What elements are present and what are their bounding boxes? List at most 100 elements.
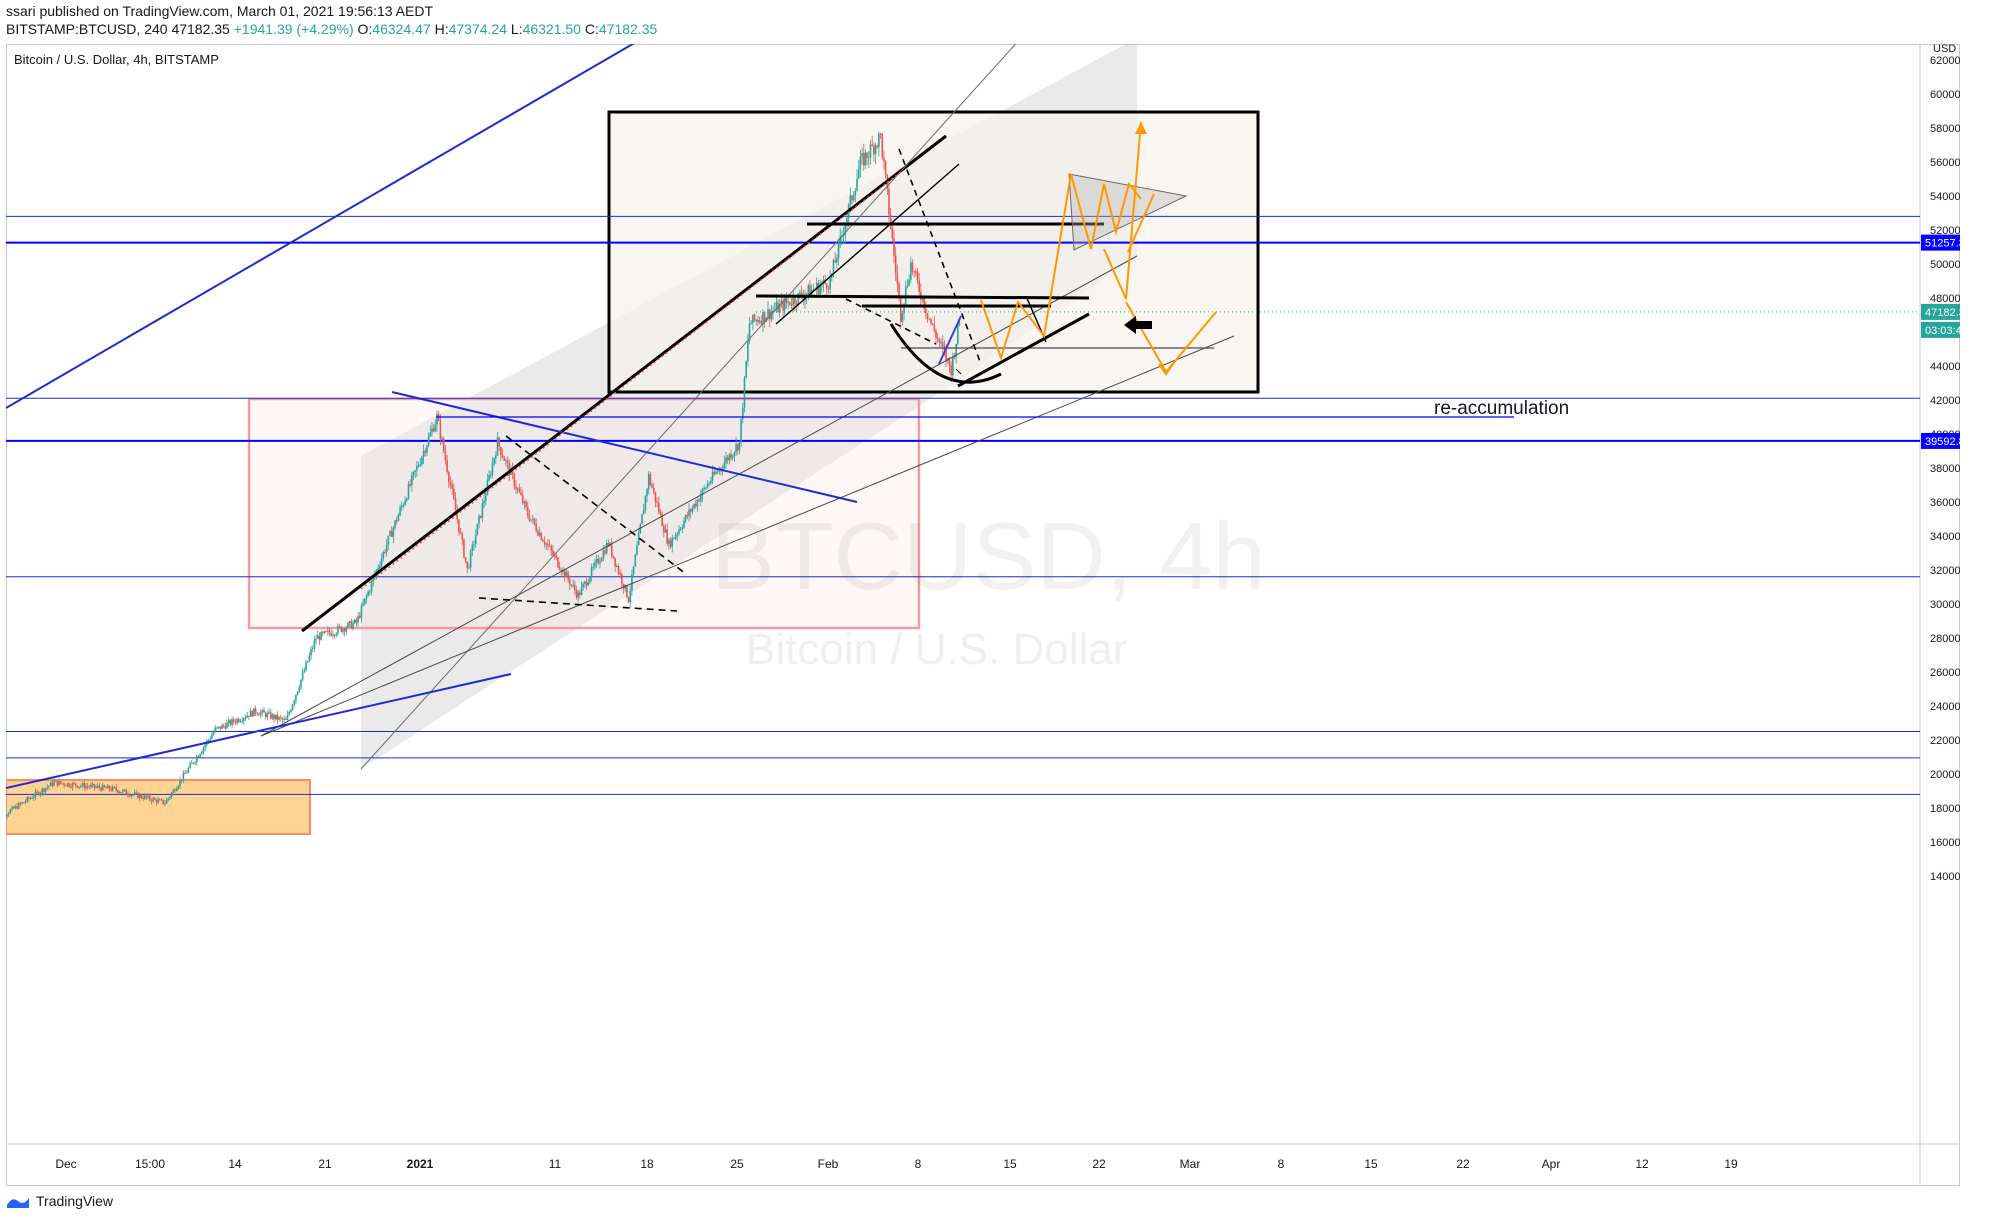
candle-body [148, 795, 151, 800]
candle-body [327, 630, 329, 632]
candle-body [616, 565, 618, 567]
candle-body [224, 725, 227, 729]
candle-body [170, 792, 173, 797]
candle-body [748, 323, 751, 341]
candle-body [515, 486, 517, 489]
candle-body [674, 535, 677, 539]
candle-body [280, 717, 282, 719]
candle-body [31, 797, 33, 799]
chart-panel[interactable]: 14000.00 16000.00 18000.00 20000.00 22000.00… [6, 44, 1960, 1186]
candle-body [552, 550, 554, 556]
candle-body [192, 762, 195, 764]
candle-body [904, 286, 907, 304]
candle-body [762, 312, 764, 325]
candle-body [763, 312, 766, 322]
candle-body [676, 533, 679, 536]
candle-body [453, 488, 455, 499]
candle-body [254, 708, 257, 714]
candle-body [802, 296, 805, 301]
high-value: 47374.24 [448, 21, 507, 37]
candle-body [543, 541, 546, 545]
candle-body [22, 802, 25, 804]
candle-body [219, 726, 222, 729]
candle-body [303, 670, 306, 673]
candle-body [128, 795, 131, 797]
drop-dashed-2 [845, 298, 937, 345]
symbol-name: BITSTAMP:BTCUSD, 240 [6, 21, 168, 37]
open-label: O: [357, 21, 373, 37]
candle-body [629, 590, 632, 603]
publisher-line: ssari published on TradingView.com, Marc… [6, 3, 433, 19]
candle-body [127, 794, 129, 796]
accumulation-box [6, 779, 311, 835]
candle-body [689, 509, 692, 512]
candle-body [407, 484, 410, 499]
candle-body [424, 450, 427, 453]
price-tick-label: 48000.00 [1930, 293, 1960, 305]
price-tick-label: 52000.00 [1930, 225, 1960, 237]
candle-body [137, 792, 139, 799]
candle-body [76, 785, 79, 788]
candle-body [503, 457, 506, 461]
candle-body [795, 304, 798, 306]
candle-body [852, 195, 855, 201]
candle-body [594, 562, 596, 567]
watermark-symbol: BTCUSD, 4h [711, 503, 1266, 610]
candle-body [668, 540, 670, 544]
candle-body [364, 598, 366, 604]
close-value: 47182.35 [598, 21, 658, 37]
candle-body [506, 460, 509, 463]
candle-body [918, 280, 920, 292]
time-tick-label: 8 [915, 1157, 922, 1171]
candle-body [587, 582, 590, 586]
candle-body [700, 495, 702, 502]
candle-body [377, 568, 380, 570]
candle-body [899, 297, 902, 322]
candle-body [461, 533, 464, 540]
price-tick-label: 16000.00 [1930, 837, 1960, 849]
candle-body [133, 792, 136, 795]
price-chart[interactable]: 14000.00 16000.00 18000.00 20000.00 22000.00… [6, 44, 1960, 1186]
candle-body [634, 554, 637, 567]
candle-body [120, 792, 122, 794]
candle-body [631, 573, 633, 591]
candle-body [358, 616, 361, 618]
candle-body [61, 783, 64, 785]
candle-body [51, 782, 54, 786]
candle-body [201, 751, 203, 755]
candle-body [399, 507, 401, 515]
candle-body [306, 661, 309, 663]
candle-body [627, 597, 630, 603]
price-tick-label: 58000.00 [1930, 123, 1960, 135]
candle-body [41, 788, 44, 793]
candle-body [612, 555, 615, 558]
candle-body [590, 567, 593, 578]
candle-body [125, 789, 128, 795]
price-tick-label: 54000.00 [1930, 191, 1960, 203]
candle-body [953, 356, 956, 358]
candle-body [234, 721, 237, 723]
candle-body [70, 786, 72, 788]
candle-body [434, 424, 437, 432]
price-tick-label: 36000.00 [1930, 497, 1960, 509]
price-tick-label: 44000.00 [1930, 361, 1960, 373]
candle-body [696, 499, 699, 507]
candle-body [879, 133, 882, 135]
candle-body [48, 785, 50, 788]
candle-body [663, 525, 665, 533]
price-tick-label: 24000.00 [1930, 701, 1960, 713]
candle-body [273, 714, 275, 720]
candle-body [589, 577, 591, 583]
cup-tick [955, 368, 962, 375]
candle-body [441, 438, 443, 440]
candle-body [570, 584, 573, 586]
candle-body [908, 279, 910, 286]
candle-body [871, 144, 873, 146]
candle-body [406, 498, 408, 501]
candle-body [794, 297, 796, 305]
candle-body [500, 446, 502, 456]
candle-body [861, 153, 863, 157]
candle-body [431, 428, 433, 433]
price-tick-label: 14000.00 [1930, 871, 1960, 883]
candle-body [910, 262, 912, 280]
